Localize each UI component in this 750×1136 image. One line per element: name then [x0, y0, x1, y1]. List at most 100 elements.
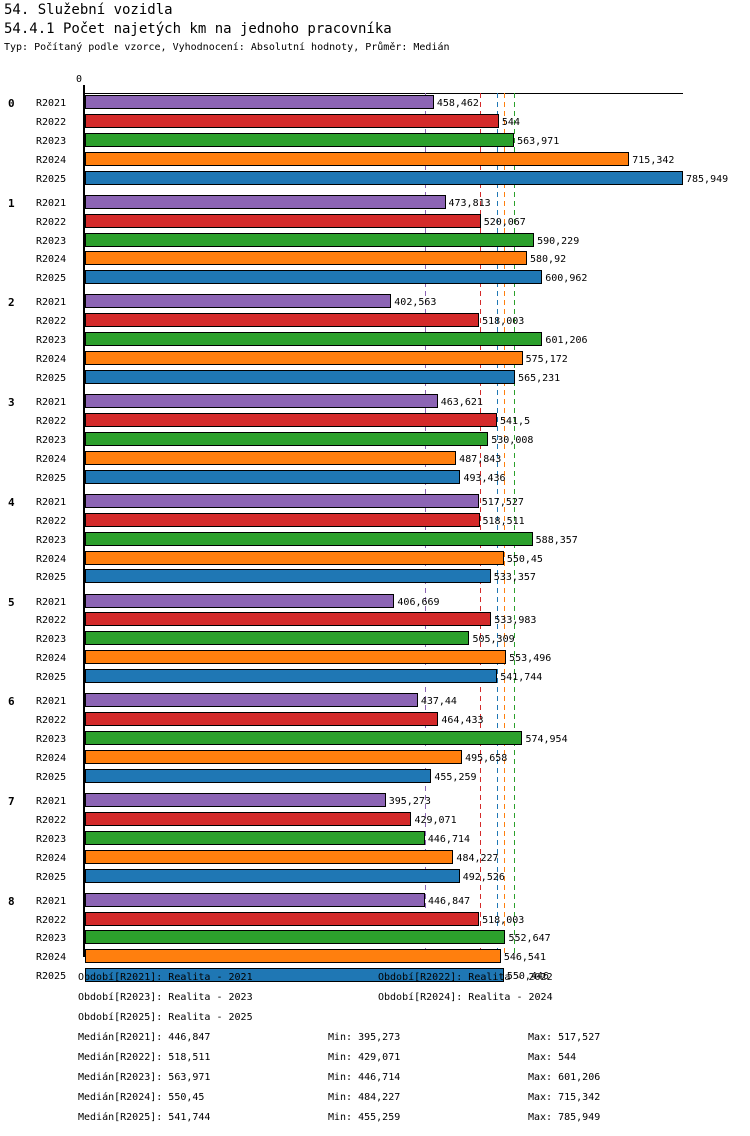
bar-value-label: 574,954 [525, 734, 568, 745]
bar-row-label: R2025 [36, 273, 67, 285]
bar-value-label: 580,92 [530, 254, 567, 266]
bar-row-label: R2022 [36, 715, 67, 727]
bar-value-label: 785,949 [686, 173, 729, 185]
bar-row-label: R2024 [36, 453, 67, 465]
bar-value-label: 565,231 [518, 373, 561, 384]
bar[interactable] [85, 294, 392, 309]
bar-value-label: 533,983 [494, 615, 537, 627]
bar-value-label: 563,971 [517, 135, 560, 147]
bar-value-label: 546,541 [503, 952, 546, 964]
bar-value-label: 588,357 [535, 534, 578, 546]
group-index-label: 3 [8, 396, 15, 410]
bar[interactable] [85, 469, 461, 484]
bar-value-label: 446,714 [427, 833, 471, 845]
bar[interactable] [85, 232, 535, 247]
bar[interactable] [85, 612, 492, 627]
bar-value-label: 541,5 [500, 416, 531, 427]
bar[interactable] [85, 949, 501, 964]
bar[interactable] [85, 792, 386, 807]
bar[interactable] [85, 830, 425, 845]
median-line-r2024 [503, 93, 505, 957]
bar[interactable] [85, 531, 533, 546]
bar[interactable] [85, 569, 491, 584]
bar-row-label: R2023 [36, 534, 67, 546]
bar-row-label: R2021 [36, 397, 67, 409]
legend-series-label: Období[R2025]: Realita - 2025 [78, 1012, 253, 1023]
legend-series-label: Období[R2024]: Realita - 2024 [378, 992, 553, 1003]
bar[interactable] [85, 849, 454, 864]
bar[interactable] [85, 413, 497, 427]
bar[interactable] [85, 768, 432, 783]
legend-series-label: Období[R2023]: Realita - 2023 [78, 992, 253, 1003]
bar-value-label: 520,067 [483, 216, 526, 228]
legend-median-value: Medián[R2021]: 446,847 [78, 1032, 211, 1043]
bar-row-label: R2021 [36, 297, 67, 309]
bar-value-label: 552,647 [508, 933, 551, 945]
group-index-label: 1 [8, 196, 15, 210]
bar-value-label: 505,309 [472, 634, 515, 646]
bar-row-label: R2025 [36, 472, 67, 484]
bar-row-label: R2021 [36, 98, 67, 109]
group-index-label: 7 [8, 794, 15, 808]
bar[interactable] [85, 370, 516, 384]
bar[interactable] [85, 270, 543, 285]
bar[interactable] [85, 693, 418, 708]
bar[interactable] [85, 332, 543, 347]
bar[interactable] [85, 930, 506, 945]
bar[interactable] [85, 170, 683, 185]
y-axis-line [83, 85, 85, 957]
bar[interactable] [85, 351, 523, 366]
bar-row-label: R2024 [36, 653, 67, 665]
page-title: 54. Služební vozidla [4, 2, 173, 18]
bar[interactable] [85, 669, 498, 684]
bar-row-label: R2025 [36, 373, 67, 384]
bar[interactable] [85, 194, 446, 209]
plot-top-border [83, 93, 683, 94]
legend-min-value: Min: 446,714 [328, 1072, 401, 1083]
bar[interactable] [85, 911, 480, 926]
legend-max-value: Max: 517,527 [528, 1032, 601, 1043]
bar-value-label: 463,621 [440, 397, 483, 409]
bar[interactable] [85, 313, 480, 328]
bar-row-label: R2023 [36, 434, 67, 446]
bar[interactable] [85, 132, 515, 147]
median-line-r2022 [479, 93, 481, 957]
bar[interactable] [85, 731, 523, 745]
bar-row-label: R2021 [36, 596, 67, 608]
bar-row-label: R2023 [36, 933, 67, 945]
bar-row-label: R2021 [36, 795, 67, 807]
bar[interactable] [85, 868, 460, 883]
bar[interactable] [85, 811, 412, 826]
bar-row-label: R2025 [36, 672, 67, 684]
legend-min-value: Min: 429,071 [328, 1052, 401, 1063]
bar[interactable] [85, 749, 463, 764]
bar[interactable] [85, 493, 479, 508]
bar[interactable] [85, 394, 438, 409]
bar[interactable] [85, 593, 395, 608]
bar-row-label: R2023 [36, 634, 67, 646]
bar[interactable] [85, 712, 439, 727]
bar[interactable] [85, 968, 504, 983]
legend-min-value: Min: 395,273 [328, 1032, 401, 1043]
bar-value-label: 575,172 [525, 354, 568, 366]
bar-row-label: R2023 [36, 235, 67, 247]
bar[interactable] [85, 95, 434, 109]
bar[interactable] [85, 892, 425, 907]
bar-row-label: R2021 [36, 696, 67, 708]
group-index-label: 8 [8, 894, 15, 908]
bar[interactable] [85, 550, 504, 565]
bar[interactable] [85, 113, 499, 128]
bar[interactable] [85, 431, 489, 446]
bar[interactable] [85, 213, 481, 228]
bar[interactable] [85, 631, 470, 646]
bar[interactable] [85, 650, 507, 665]
bar[interactable] [85, 450, 457, 465]
bar[interactable] [85, 512, 480, 527]
legend-series-label: Období[R2021]: Realita - 2021 [78, 972, 253, 983]
bar[interactable] [85, 151, 630, 166]
bar-chart-plot: 0 0 R2021 458,462 R2022 544 R2023 563,971 R2024… [0, 74, 750, 983]
bar-row-label: R2023 [36, 135, 67, 147]
bar-value-label: 402,563 [394, 297, 437, 309]
bar[interactable] [85, 251, 527, 266]
